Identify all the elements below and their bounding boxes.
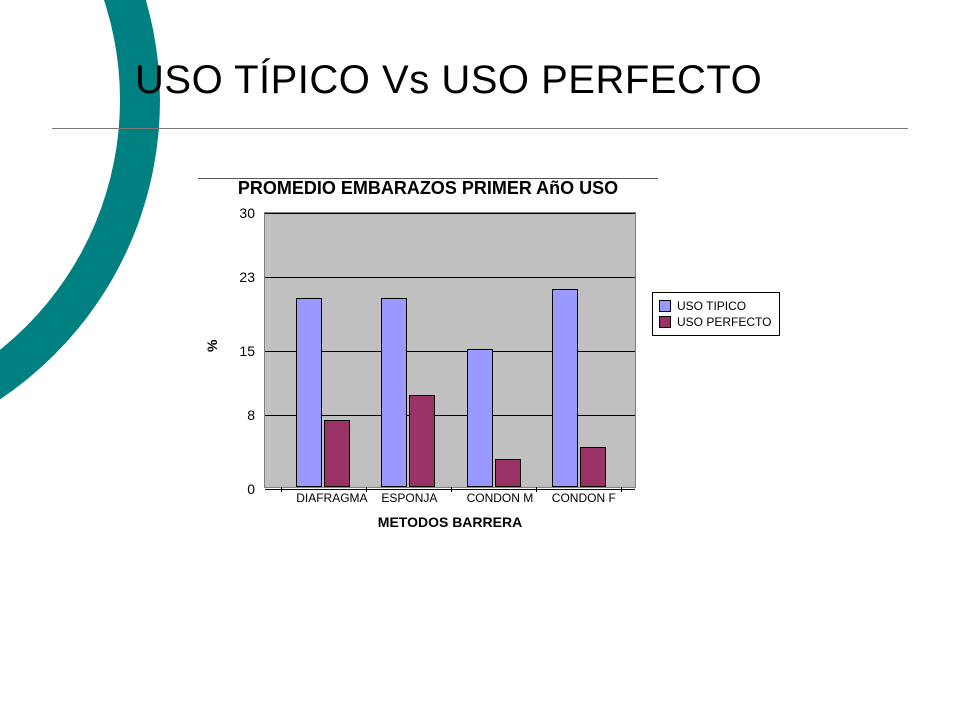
bar bbox=[381, 298, 407, 487]
category-label: ESPONJA bbox=[381, 487, 435, 505]
chart-panel: PROMEDIO EMBARAZOS PRIMER AñO USO % 0815… bbox=[198, 172, 786, 592]
title-rule bbox=[52, 128, 908, 129]
chart-title: PROMEDIO EMBARAZOS PRIMER AñO USO bbox=[198, 178, 658, 199]
bar bbox=[552, 289, 578, 487]
category-label: CONDON M bbox=[467, 487, 521, 505]
bar bbox=[495, 459, 521, 487]
bar bbox=[324, 420, 350, 487]
x-tick bbox=[451, 487, 452, 492]
bar bbox=[467, 349, 493, 487]
grid-line bbox=[265, 213, 635, 214]
legend-swatch bbox=[659, 300, 671, 312]
x-tick bbox=[621, 487, 622, 492]
plot-inner: 08152330DIAFRAGMAESPONJACONDON MCONDON F bbox=[265, 213, 635, 487]
plot-area: 08152330DIAFRAGMAESPONJACONDON MCONDON F bbox=[264, 212, 636, 488]
category-label: CONDON F bbox=[552, 487, 606, 505]
legend-item: USO TIPICO bbox=[659, 299, 771, 313]
y-tick-label: 0 bbox=[247, 481, 255, 497]
x-tick bbox=[281, 487, 282, 492]
category-label: DIAFRAGMA bbox=[296, 487, 350, 505]
bar bbox=[409, 395, 435, 487]
legend-swatch bbox=[659, 316, 671, 328]
y-tick-label: 8 bbox=[247, 407, 255, 423]
slide-title: USO TÍPICO Vs USO PERFECTO bbox=[135, 58, 762, 103]
legend-label: USO TIPICO bbox=[677, 299, 746, 313]
grid-line bbox=[265, 277, 635, 278]
bar bbox=[580, 447, 606, 487]
x-tick bbox=[536, 487, 537, 492]
legend-item: USO PERFECTO bbox=[659, 315, 771, 329]
y-tick-label: 23 bbox=[239, 269, 255, 285]
x-tick bbox=[366, 487, 367, 492]
x-axis-title: METODOS BARRERA bbox=[264, 514, 636, 530]
y-tick-label: 15 bbox=[239, 343, 255, 359]
legend-label: USO PERFECTO bbox=[677, 315, 771, 329]
legend: USO TIPICO USO PERFECTO bbox=[652, 292, 780, 336]
y-axis-title: % bbox=[204, 340, 220, 352]
bar bbox=[296, 298, 322, 487]
y-tick-label: 30 bbox=[239, 205, 255, 221]
slide: USO TÍPICO Vs USO PERFECTO PROMEDIO EMBA… bbox=[0, 0, 960, 720]
